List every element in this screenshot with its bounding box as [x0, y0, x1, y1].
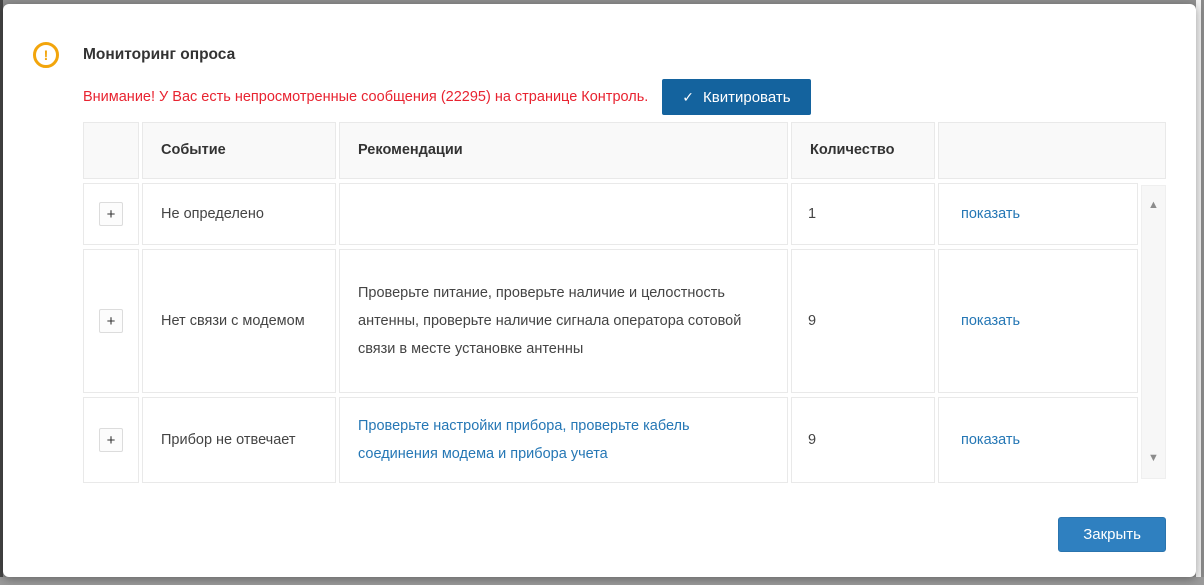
cell-event: Не определено [142, 183, 336, 245]
expand-row-button[interactable]: + [99, 428, 123, 452]
cell-expand: + [83, 249, 139, 393]
header-expand [83, 122, 139, 179]
cell-count: 1 [791, 183, 935, 245]
page-behind-bottom-edge [0, 577, 1204, 585]
scroll-down-icon[interactable]: ▼ [1148, 452, 1159, 464]
page-behind-right-edge [1196, 0, 1204, 585]
cell-recommendations: Проверьте питание, проверьте наличие и ц… [339, 249, 788, 393]
expand-row-button[interactable]: + [99, 309, 123, 333]
acknowledge-button[interactable]: ✓ Квитировать [662, 79, 811, 115]
table-header-row: Событие Рекомендации Количество [83, 122, 1166, 179]
warning-row: Внимание! У Вас есть непросмотренные соо… [83, 79, 1166, 115]
recommendations-link[interactable]: Проверьте настройки прибора, проверьте к… [358, 417, 690, 462]
warning-message: Внимание! У Вас есть непросмотренные соо… [83, 89, 649, 105]
cell-action: показать [938, 397, 1138, 483]
scroll-up-icon[interactable]: ▲ [1148, 199, 1159, 211]
page-behind-left-edge [0, 0, 3, 585]
check-icon: ✓ [682, 88, 695, 105]
alert-circle-icon: ! [33, 42, 59, 68]
cell-count: 9 [791, 249, 935, 393]
table-row: + Не определено 1 показать [83, 183, 1138, 245]
header-count: Количество [791, 122, 935, 179]
show-link[interactable]: показать [961, 312, 1021, 329]
table-row: + Нет связи с модемом Проверьте питание,… [83, 249, 1138, 393]
table-body: + Не определено 1 показать + Нет связи с… [83, 183, 1166, 483]
cell-count: 9 [791, 397, 935, 483]
cell-recommendations: Проверьте настройки прибора, проверьте к… [339, 397, 788, 483]
header-recommendations: Рекомендации [339, 122, 788, 179]
header-actions [938, 122, 1166, 179]
acknowledge-button-label: Квитировать [703, 88, 791, 106]
cell-action: показать [938, 183, 1138, 245]
show-link[interactable]: показать [961, 205, 1021, 222]
dialog-header: ! Мониторинг опроса [33, 42, 235, 68]
cell-action: показать [938, 249, 1138, 393]
dialog-title: Мониторинг опроса [83, 46, 236, 63]
expand-row-button[interactable]: + [99, 202, 123, 226]
show-link[interactable]: показать [961, 431, 1021, 448]
survey-monitoring-dialog: ! Мониторинг опроса Внимание! У Вас есть… [3, 4, 1196, 577]
cell-recommendations [339, 183, 788, 245]
close-button[interactable]: Закрыть [1058, 517, 1166, 552]
vertical-scrollbar[interactable]: ▲ ▼ [1141, 185, 1166, 479]
cell-event: Нет связи с модемом [142, 249, 336, 393]
cell-event: Прибор не отвечает [142, 397, 336, 483]
cell-expand: + [83, 397, 139, 483]
header-event: Событие [142, 122, 336, 179]
cell-expand: + [83, 183, 139, 245]
events-table: Событие Рекомендации Количество + Не опр… [83, 122, 1166, 487]
table-row: + Прибор не отвечает Проверьте настройки… [83, 397, 1138, 483]
